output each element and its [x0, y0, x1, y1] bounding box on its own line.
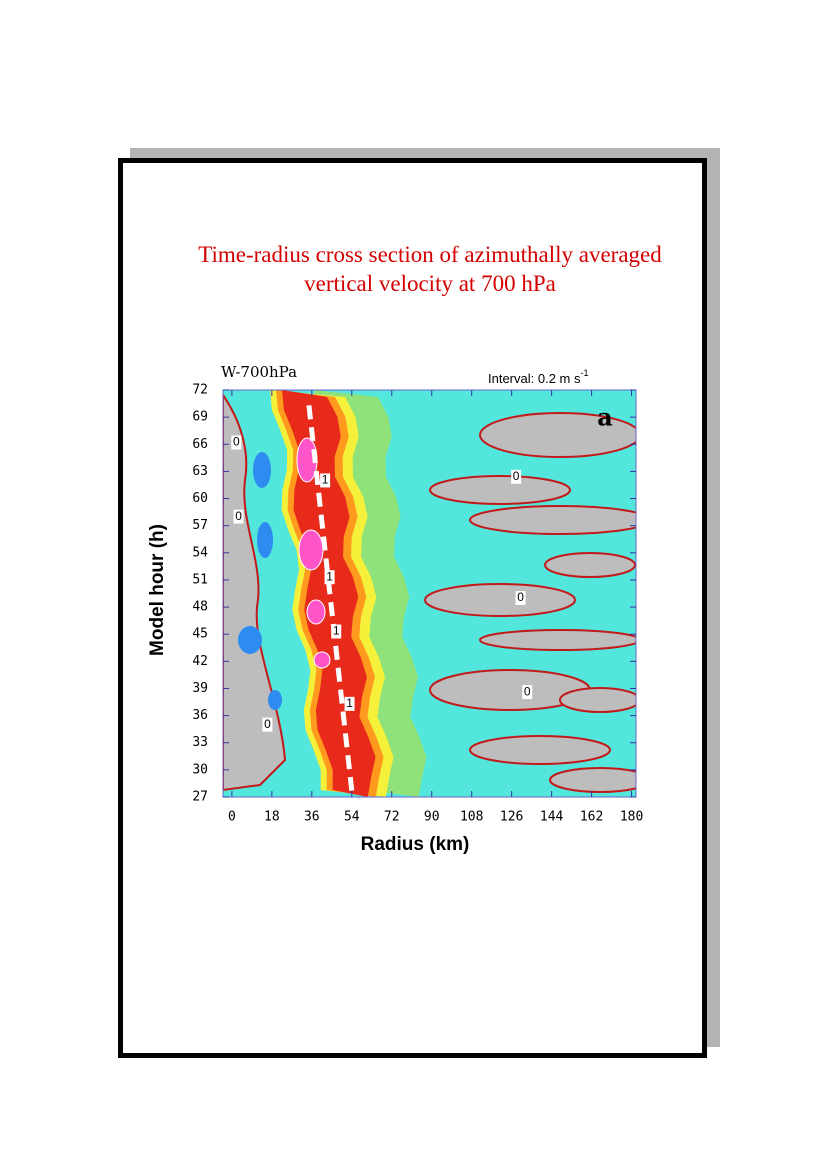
field-negative: [544, 552, 636, 578]
y-tick-label: 63: [192, 464, 208, 479]
y-tick-label: 48: [192, 600, 208, 615]
y-tick-label: 30: [192, 762, 208, 777]
contour-label: 0: [513, 469, 520, 483]
field-negative: [469, 735, 611, 765]
x-tick-label: 180: [620, 810, 643, 825]
contour-label-box: [320, 473, 331, 488]
figure-title: Time-radius cross section of azimuthally…: [198, 242, 662, 296]
field-negative: [223, 393, 287, 792]
panel-label: a: [597, 403, 613, 432]
field-maximum: [313, 651, 331, 669]
x-tick-label: 36: [304, 810, 320, 825]
y-tick-label: 39: [192, 681, 208, 696]
contour-field: [223, 390, 636, 797]
contour-label: 1: [346, 696, 353, 710]
plot-frame: [222, 389, 637, 798]
x-tick-label: 72: [384, 810, 400, 825]
panel-title: W-700hPa: [221, 363, 297, 381]
interval-exponent: -1: [580, 368, 588, 378]
field-negative: [429, 475, 571, 505]
field-minimum: [238, 626, 262, 654]
field-maximum: [306, 599, 326, 625]
contour-label: 0: [233, 435, 240, 449]
x-tick-label: 54: [344, 810, 360, 825]
field-negative: [469, 505, 636, 535]
contour-label-box: [522, 685, 533, 700]
contour-label: 0: [517, 590, 524, 604]
y-axis-label: Model hour (h): [147, 524, 168, 656]
y-tick-label: 72: [192, 383, 208, 398]
interval-text: Interval: 0.2 m s: [488, 371, 581, 386]
field-negative: [424, 583, 576, 617]
y-tick-label: 69: [192, 410, 208, 425]
x-tick-label: 18: [264, 810, 280, 825]
y-tick-label: 60: [192, 491, 208, 506]
interval-label: Interval: 0.2 m s-1: [488, 368, 589, 386]
x-tick-label: 162: [580, 810, 603, 825]
contour-label: 0: [524, 684, 531, 698]
x-tick-label: 0: [228, 810, 236, 825]
contour-label: 0: [264, 717, 271, 731]
y-tick-label: 42: [192, 654, 208, 669]
contour-label-box: [262, 717, 273, 732]
y-tick-label: 36: [192, 708, 208, 723]
field-minimum: [253, 452, 271, 488]
x-tick-label: 90: [424, 810, 440, 825]
field-negative: [549, 767, 636, 793]
y-tick-label: 57: [192, 518, 208, 533]
y-tick-label: 45: [192, 627, 208, 642]
field-maximum: [298, 529, 324, 571]
contour-label: 1: [333, 624, 340, 638]
field-negative: [479, 629, 636, 651]
x-tick-label: 144: [540, 810, 564, 825]
contour-label-box: [511, 469, 522, 484]
field-negative: [559, 687, 636, 713]
x-tick-label: 126: [500, 810, 523, 825]
contour-label-box: [344, 696, 355, 711]
field-minimum: [257, 522, 273, 558]
x-axis-label: Radius (km): [361, 834, 470, 855]
field-minimum: [268, 690, 282, 710]
field-negative: [479, 412, 636, 458]
contour-label: 1: [322, 473, 329, 487]
y-tick-label: 66: [192, 437, 208, 452]
contour-label-box: [331, 624, 342, 639]
y-tick-label: 27: [192, 790, 208, 805]
contour-label: 1: [326, 569, 333, 583]
contour-label-box: [515, 591, 526, 606]
y-tick-label: 33: [192, 735, 208, 750]
x-tick-label: 108: [460, 810, 483, 825]
contour-label: 0: [235, 509, 242, 523]
contour-label-box: [231, 435, 242, 450]
contour-label-box: [324, 570, 335, 585]
contour-label-box: [233, 509, 244, 524]
overlay: 0 1 0 0 1 0 1 0 1 0 0 18 36 54 72 90 108 126 144 162 180 27 30…: [192, 383, 643, 825]
y-tick-label: 51: [192, 572, 208, 587]
y-tick-label: 54: [192, 545, 208, 560]
